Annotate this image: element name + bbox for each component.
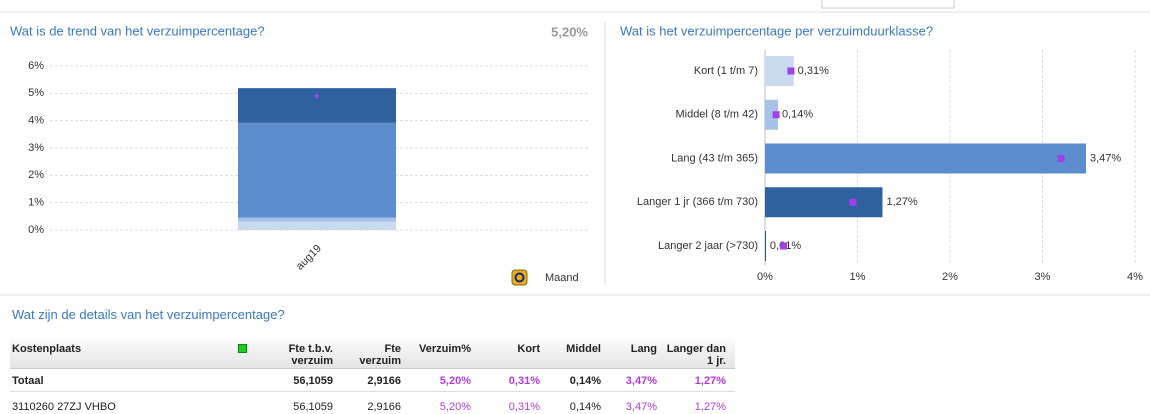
- table-cell: 0,14%: [569, 401, 601, 413]
- marker: [787, 67, 795, 75]
- x-tick-label: 1%: [850, 271, 866, 283]
- bar-segment: [238, 88, 396, 123]
- y-tick-label: 4%: [28, 115, 44, 127]
- table-cell: 2,9166: [367, 401, 401, 413]
- column-header: Langer dan 1 jr.: [666, 343, 726, 367]
- table-cell: Totaal: [12, 375, 44, 387]
- column-header: Fte t.b.v. verzuim: [288, 343, 333, 367]
- table-cell: 5,20%: [439, 401, 471, 413]
- y-tick-label: 1%: [28, 197, 44, 209]
- marker: [1057, 155, 1065, 162]
- column-header: Kort: [517, 343, 540, 355]
- table-cell: 1,27%: [694, 375, 726, 387]
- column-header: Verzuim%: [419, 343, 471, 355]
- table-cell: 3,47%: [625, 375, 657, 387]
- period-label[interactable]: Maand: [545, 272, 579, 284]
- bar-segment: [238, 217, 396, 222]
- column-header: Middel: [566, 343, 601, 355]
- table-cell: 3,47%: [625, 401, 657, 413]
- bar: [765, 231, 766, 261]
- table-cell: 0,14%: [569, 375, 601, 387]
- bar: [765, 99, 778, 130]
- bar: [765, 187, 883, 218]
- x-tick-label: 4%: [1127, 271, 1143, 283]
- y-tick-label: 2%: [28, 169, 44, 181]
- marker: [315, 94, 319, 99]
- value-label: 3,47%: [1090, 152, 1121, 164]
- value-label: 0,14%: [782, 109, 813, 121]
- value-label: 0,31%: [798, 65, 829, 77]
- marker: [772, 111, 780, 119]
- bar-segment: [238, 221, 396, 230]
- column-header: Lang: [630, 343, 657, 355]
- column-header: Kostenplaats: [12, 343, 82, 355]
- bar-segment: [238, 122, 396, 218]
- chart-title: Wat is de trend van het verzuimpercentag…: [10, 23, 265, 38]
- y-tick-label: Lang (43 t/m 365): [671, 152, 758, 164]
- period-icon[interactable]: [511, 269, 528, 286]
- column-header: Fte verzuim: [359, 343, 401, 367]
- table-cell: 0,31%: [508, 375, 540, 387]
- table-cell: 5,20%: [439, 375, 471, 387]
- charts: Wat is de trend van het verzuimpercentag…: [0, 0, 1150, 296]
- y-tick-label: 5%: [28, 87, 44, 99]
- row-rule: [10, 391, 735, 392]
- x-tick-label: aug19: [294, 243, 324, 273]
- x-tick-label: 0%: [757, 271, 773, 283]
- y-tick-label: Middel (8 t/m 42): [675, 109, 758, 121]
- table-cell: 0,31%: [508, 401, 540, 413]
- marker: [780, 242, 787, 250]
- table-cell: 56,1059: [293, 375, 333, 387]
- table-cell: 1,27%: [694, 401, 726, 413]
- y-tick-label: Langer 2 jaar (>730): [658, 240, 758, 252]
- y-tick-label: Langer 1 jr (366 t/m 730): [637, 196, 758, 208]
- y-tick-label: 3%: [28, 142, 44, 154]
- table-cell: 2,9166: [367, 375, 401, 387]
- value-label: 1,27%: [886, 196, 917, 208]
- x-tick-label: 2%: [942, 271, 958, 283]
- table-title: Wat zijn de details van het verzuimperce…: [12, 307, 285, 322]
- y-tick-label: Kort (1 t/m 7): [694, 65, 758, 77]
- top-input[interactable]: [821, 0, 955, 9]
- table-cell: 56,1059: [293, 401, 333, 413]
- header-bg: [10, 340, 735, 369]
- x-tick-label: 3%: [1035, 271, 1051, 283]
- chart-title: Wat is het verzuimpercentage per verzuim…: [620, 23, 933, 38]
- marker: [849, 198, 857, 206]
- bar: [765, 143, 1086, 174]
- sort-icon: [238, 344, 247, 353]
- y-tick-label: 0%: [28, 224, 44, 236]
- summary: 5,20%: [551, 24, 588, 39]
- y-tick-label: 6%: [28, 60, 44, 72]
- table-cell: 3110260 27ZJ VHBO: [12, 401, 116, 413]
